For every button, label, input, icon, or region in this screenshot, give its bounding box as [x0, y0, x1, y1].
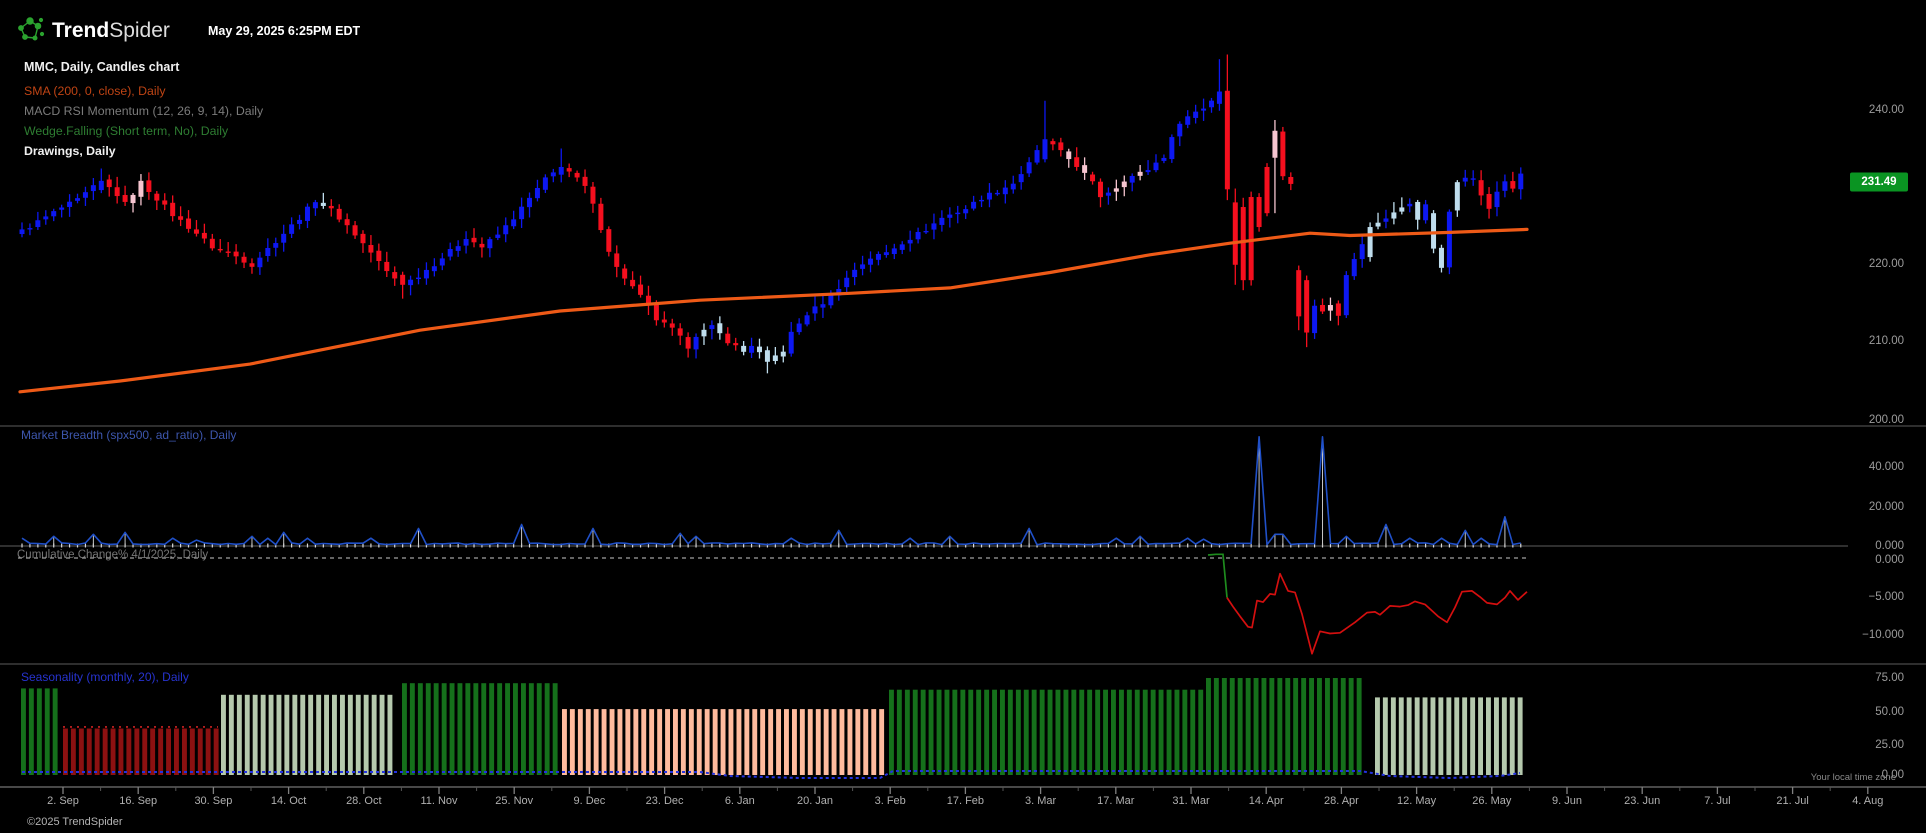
svg-text:6. Jan: 6. Jan — [725, 795, 755, 807]
symbol-title[interactable]: MMC, Daily, Candles chart — [24, 60, 180, 74]
svg-text:220.00: 220.00 — [1869, 258, 1904, 270]
svg-text:0.000: 0.000 — [1875, 554, 1904, 566]
svg-text:200.00: 200.00 — [1869, 414, 1904, 426]
svg-text:−5.000: −5.000 — [1869, 591, 1905, 603]
panel-label-seasonality[interactable]: Seasonality (monthly, 20), Daily — [21, 670, 189, 684]
panel-label-market-breadth[interactable]: Market Breadth (spx500, ad_ratio), Daily — [21, 428, 237, 442]
copyright-text: ©2025 TrendSpider — [27, 816, 123, 828]
svg-text:25.00: 25.00 — [1875, 739, 1904, 751]
svg-text:50.00: 50.00 — [1875, 706, 1904, 718]
candles-layer — [19, 54, 1524, 374]
svg-text:9. Jun: 9. Jun — [1552, 795, 1582, 807]
x-axis: 2. Sep 16. Sep 30. Sep 14. Oct 28. Oct 11. No… — [0, 786, 1926, 807]
svg-text:26. May: 26. May — [1472, 795, 1512, 807]
last-price-badge: 231.49 — [1850, 172, 1908, 192]
svg-text:231.49: 231.49 — [1861, 176, 1896, 188]
svg-text:0.00: 0.00 — [1882, 769, 1904, 781]
chart-timestamp: May 29, 2025 6:25PM EDT — [208, 24, 361, 38]
svg-text:20. Jan: 20. Jan — [797, 795, 833, 807]
brand-light: Spider — [109, 19, 170, 42]
svg-text:14. Oct: 14. Oct — [271, 795, 306, 807]
svg-text:30. Sep: 30. Sep — [194, 795, 232, 807]
svg-text:31. Mar: 31. Mar — [1172, 795, 1210, 807]
panel-label-cumulative-change[interactable]: Cumulative Change% 4/1/2025, Daily — [17, 549, 209, 561]
svg-text:23. Dec: 23. Dec — [646, 795, 684, 807]
legend-item-sma[interactable]: SMA (200, 0, close), Daily — [24, 84, 166, 98]
svg-text:−10.000: −10.000 — [1862, 629, 1904, 641]
svg-text:17. Mar: 17. Mar — [1097, 795, 1135, 807]
seasonality-layer — [21, 678, 1523, 780]
svg-text:28. Apr: 28. Apr — [1324, 795, 1359, 807]
svg-text:11. Nov: 11. Nov — [420, 795, 458, 807]
svg-text:240.00: 240.00 — [1869, 104, 1904, 116]
brand-wordmark: TrendSpider — [52, 16, 170, 46]
svg-text:25. Nov: 25. Nov — [495, 795, 533, 807]
svg-text:7. Jul: 7. Jul — [1704, 795, 1730, 807]
y-axis-labels: 240.00 220.00 210.00 200.00 40.000 20.000 0.00… — [1862, 104, 1904, 781]
svg-text:14. Apr: 14. Apr — [1249, 795, 1284, 807]
svg-text:0.000: 0.000 — [1875, 540, 1904, 552]
svg-text:17. Feb: 17. Feb — [947, 795, 984, 807]
svg-text:210.00: 210.00 — [1869, 335, 1904, 347]
legend-item-drawings[interactable]: Drawings, Daily — [24, 144, 116, 158]
svg-text:2. Sep: 2. Sep — [47, 795, 79, 807]
svg-text:12. May: 12. May — [1397, 795, 1437, 807]
svg-text:20.000: 20.000 — [1869, 501, 1904, 513]
svg-text:4. Aug: 4. Aug — [1852, 795, 1883, 807]
trendspider-logo-icon — [18, 17, 45, 41]
legend-item-macd[interactable]: MACD RSI Momentum (12, 26, 9, 14), Daily — [24, 104, 264, 118]
svg-text:16. Sep: 16. Sep — [119, 795, 157, 807]
svg-text:23. Jun: 23. Jun — [1624, 795, 1660, 807]
svg-text:75.00: 75.00 — [1875, 672, 1904, 684]
svg-text:21. Jul: 21. Jul — [1776, 795, 1808, 807]
svg-text:9. Dec: 9. Dec — [574, 795, 606, 807]
svg-text:3. Feb: 3. Feb — [875, 795, 906, 807]
svg-text:28. Oct: 28. Oct — [346, 795, 381, 807]
timezone-note[interactable]: Your local time zone — [1810, 772, 1896, 783]
sma-200-line — [18, 227, 1529, 394]
svg-text:40.000: 40.000 — [1869, 461, 1904, 473]
brand-bold: Trend — [52, 19, 110, 42]
cumulative-change-layer — [1207, 553, 1528, 655]
legend-item-wedge-falling[interactable]: Wedge.Falling (Short term, No), Daily — [24, 124, 229, 138]
market-breadth-layer — [21, 436, 1522, 548]
svg-text:3. Mar: 3. Mar — [1025, 795, 1057, 807]
